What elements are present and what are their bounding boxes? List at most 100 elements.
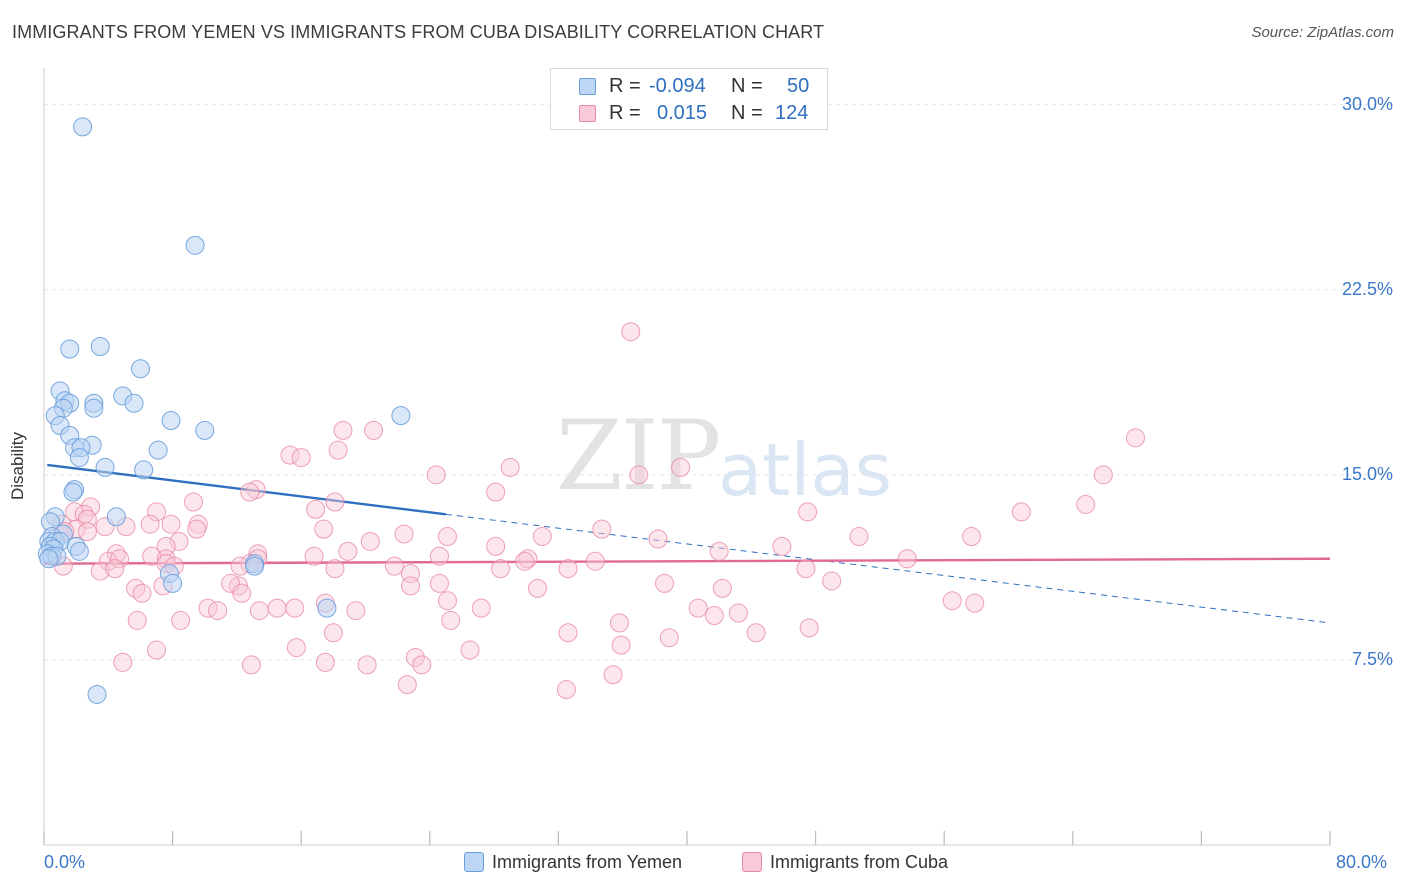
cuba-point	[90, 561, 110, 581]
legend-swatch-yemen	[464, 852, 484, 872]
cuba-point	[314, 519, 334, 539]
cuba-point	[712, 578, 732, 598]
cuba-point	[1076, 494, 1096, 514]
cuba-point	[106, 544, 126, 564]
cuba-point	[728, 603, 748, 623]
yemen-point	[130, 359, 150, 379]
cuba-point	[515, 551, 535, 571]
cuba-point	[304, 546, 324, 566]
cuba-point	[609, 613, 629, 633]
cuba-point	[500, 457, 520, 477]
yemen-point	[391, 406, 411, 426]
cuba-point	[558, 623, 578, 643]
cuba-point	[325, 492, 345, 512]
cuba-point	[822, 571, 842, 591]
x-tick-label-min: 0.0%	[44, 852, 86, 872]
y-axis-label: Disability	[8, 431, 27, 500]
legend-row-cuba: R = 0.015 N = 124	[551, 100, 827, 128]
legend-swatch-cuba	[742, 852, 762, 872]
cuba-point	[585, 551, 605, 571]
x-tick-label-max: 80.0%	[1336, 852, 1388, 872]
y-tick-label: 15.0%	[1341, 463, 1393, 484]
cuba-point	[648, 529, 668, 549]
yemen-point	[60, 339, 80, 359]
cuba-point	[187, 519, 207, 539]
legend-n-label: N =	[731, 75, 763, 97]
cuba-point	[437, 591, 457, 611]
cuba-point	[772, 536, 792, 556]
cuba-point	[437, 527, 457, 547]
cuba-point	[629, 465, 649, 485]
cuba-point	[360, 531, 380, 551]
cuba-point	[709, 541, 729, 561]
cuba-point	[232, 583, 252, 603]
cuba-point	[113, 652, 133, 672]
cuba-point	[357, 655, 377, 675]
cuba-point	[291, 448, 311, 468]
cuba-points	[52, 322, 1145, 700]
cuba-point	[412, 655, 432, 675]
cuba-point	[394, 524, 414, 544]
legend-item-yemen: Immigrants from Yemen	[464, 852, 682, 873]
legend-n-value: 124	[775, 102, 809, 124]
yemen-point	[163, 573, 183, 593]
y-tick-label: 22.5%	[1341, 278, 1393, 299]
cuba-point	[460, 640, 480, 660]
yemen-point	[90, 337, 110, 357]
cuba-point	[401, 576, 421, 596]
cuba-point	[333, 420, 353, 440]
yemen-trend-dashed	[445, 513, 1331, 624]
cuba-point	[161, 514, 181, 534]
cuba-point	[127, 610, 147, 630]
cuba-point	[518, 549, 538, 569]
cuba-point	[171, 610, 191, 630]
cuba-point	[364, 420, 384, 440]
cuba-point	[556, 680, 576, 700]
watermark-atlas: atlas	[718, 428, 892, 512]
cuba-point	[897, 549, 917, 569]
yemen-point	[185, 235, 205, 255]
yemen-point	[134, 460, 154, 480]
legend-r-value: 0.015	[657, 102, 708, 124]
yemen-point	[245, 556, 265, 576]
cuba-point	[315, 652, 335, 672]
axes	[43, 68, 1331, 846]
cuba-point	[688, 598, 708, 618]
yemen-point	[148, 440, 168, 460]
cuba-point	[280, 445, 300, 465]
cuba-point	[323, 623, 343, 643]
cuba-point	[942, 591, 962, 611]
cuba-point	[611, 635, 631, 655]
cuba-point	[654, 573, 674, 593]
cuba-point	[486, 536, 506, 556]
yemen-point	[84, 398, 104, 418]
legend-r-label: R =	[609, 75, 641, 97]
cuba-point	[528, 578, 548, 598]
cuba-point	[799, 618, 819, 638]
cuba-point	[77, 522, 97, 542]
cuba-point	[126, 578, 146, 598]
cuba-point	[240, 482, 260, 502]
cuba-point	[426, 465, 446, 485]
yemen-point	[95, 457, 115, 477]
cuba-point	[338, 541, 358, 561]
yemen-trend-line	[47, 463, 447, 516]
cuba-point	[98, 551, 118, 571]
cuba-point	[241, 655, 261, 675]
cuba-point	[965, 593, 985, 613]
cuba-point	[704, 606, 724, 625]
cuba-point	[603, 665, 623, 685]
cuba-point	[962, 527, 982, 547]
legend-swatch-yemen	[579, 78, 596, 95]
cuba-point	[397, 675, 417, 695]
cuba-point	[849, 527, 869, 547]
cuba-point	[249, 601, 269, 621]
yemen-point	[317, 598, 337, 618]
cuba-point	[105, 559, 125, 579]
cuba-point	[346, 601, 366, 621]
y-tick-label: 30.0%	[1341, 93, 1393, 114]
legend-label-yemen: Immigrants from Yemen	[492, 852, 683, 872]
grid-lines	[44, 104, 1392, 661]
cuba-point	[796, 559, 816, 579]
yemen-point	[106, 507, 126, 527]
